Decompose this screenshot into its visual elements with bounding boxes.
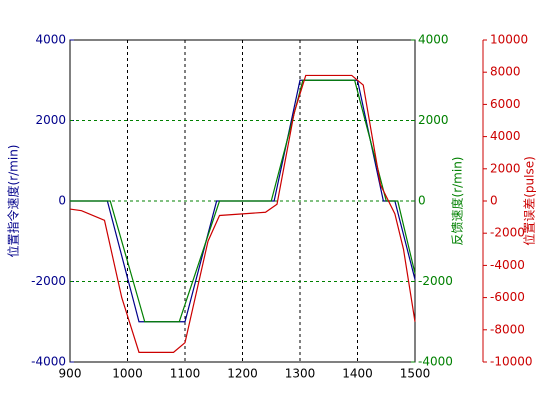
x-tick-label: 1200 [227,367,258,381]
y-tick-label: 4000 [35,33,66,47]
x-tick-label: 1000 [112,367,143,381]
y2-tick-label: 4000 [418,33,449,47]
y-tick-label: -4000 [31,355,66,369]
y3-axis-label: 位置误差(pulse) [522,156,537,246]
y3-tick-label: -2000 [490,226,525,240]
y3-tick-label: 10000 [490,33,528,47]
series-line [69,74,416,353]
x-tick-label: 1400 [342,367,373,381]
y2-tick-label: 2000 [418,113,449,127]
y-tick-label: 0 [58,194,66,208]
y3-tick-label: 2000 [490,161,521,175]
y2-tick-label: 0 [418,194,426,208]
y2-tick-label: -2000 [418,274,453,288]
y3-tick-label: -8000 [490,322,525,336]
y-tick-label: 2000 [35,113,66,127]
y3-tick-label: 0 [490,194,498,208]
x-tick-label: 1100 [170,367,201,381]
x-tick-label: 1500 [400,367,431,381]
y3-tick-label: -10000 [490,355,533,369]
y3-tick-label: 8000 [490,65,521,79]
y-tick-label: -2000 [31,274,66,288]
y2-axis-label: 反馈速度(r/min) [450,157,465,246]
y2-tick-label: -4000 [418,355,453,369]
y-axis-label: 位置指令速度(r/min) [6,145,21,258]
y3-tick-label: -6000 [490,290,525,304]
y3-tick-label: 6000 [490,97,521,111]
y3-tick-label: -4000 [490,258,525,272]
y3-tick-label: 4000 [490,129,521,143]
x-tick-label: 1300 [285,367,316,381]
series-line [70,79,416,323]
x-tick-label: 900 [59,367,82,381]
